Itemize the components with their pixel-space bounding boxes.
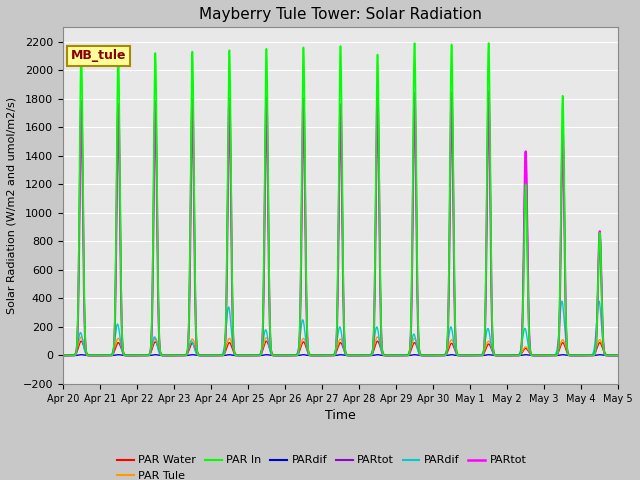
Line: PAR Water: PAR Water: [63, 341, 618, 356]
PARdif: [320, 353, 328, 359]
PAR In: [435, 353, 442, 359]
PARtot: [497, 353, 504, 359]
PAR Water: [159, 352, 166, 358]
PARtot: [465, 353, 473, 359]
PAR Water: [320, 353, 328, 359]
PARdif: [465, 353, 473, 359]
Legend: PAR Water, PAR Tule, PAR In, PARdif, PARtot, PARdif, PARtot: PAR Water, PAR Tule, PAR In, PARdif, PAR…: [113, 451, 531, 480]
PARdif: [465, 353, 473, 359]
PARdif: [159, 353, 166, 359]
PAR In: [59, 353, 67, 359]
PARtot: [614, 353, 622, 359]
PAR In: [159, 352, 166, 358]
PARtot: [614, 353, 622, 359]
PARdif: [59, 353, 67, 359]
PARdif: [59, 353, 67, 359]
Line: PARdif: PARdif: [63, 301, 618, 356]
PAR In: [320, 353, 328, 359]
PARdif: [497, 353, 504, 359]
PARtot: [435, 353, 442, 359]
PARdif: [435, 353, 442, 359]
Line: PAR Tule: PAR Tule: [63, 337, 618, 356]
PARdif: [614, 353, 622, 359]
PAR Tule: [159, 352, 166, 358]
PARtot: [320, 353, 328, 359]
Line: PARtot: PARtot: [63, 92, 618, 356]
PARtot: [59, 353, 67, 359]
Y-axis label: Solar Radiation (W/m2 and umol/m2/s): Solar Radiation (W/m2 and umol/m2/s): [7, 97, 17, 314]
PARdif: [435, 353, 442, 359]
PARtot: [614, 353, 621, 359]
PAR Water: [614, 353, 621, 359]
PARtot: [59, 353, 67, 359]
PAR Tule: [59, 353, 67, 359]
PAR In: [497, 353, 504, 359]
PARtot: [484, 89, 492, 95]
PAR Water: [614, 353, 622, 359]
PARtot: [614, 353, 621, 359]
Line: PARtot: PARtot: [63, 92, 618, 356]
PARdif: [77, 352, 85, 358]
PARtot: [159, 352, 166, 358]
PAR In: [614, 353, 621, 359]
PARtot: [435, 353, 442, 359]
PAR In: [484, 40, 492, 46]
X-axis label: Time: Time: [325, 409, 356, 422]
Title: Mayberry Tule Tower: Solar Radiation: Mayberry Tule Tower: Solar Radiation: [199, 7, 482, 22]
Line: PAR In: PAR In: [63, 43, 618, 356]
PARdif: [320, 353, 328, 359]
PARtot: [484, 89, 492, 95]
PAR Tule: [465, 353, 473, 359]
Line: PARdif: PARdif: [63, 355, 618, 356]
PAR Tule: [320, 353, 328, 359]
PAR Water: [435, 353, 442, 359]
PARtot: [497, 353, 504, 359]
PAR Water: [465, 353, 473, 359]
PARdif: [497, 353, 504, 359]
PAR Water: [77, 338, 85, 344]
PAR Tule: [614, 353, 622, 359]
PAR Tule: [497, 353, 504, 359]
PARdif: [614, 353, 621, 359]
PARdif: [614, 353, 621, 359]
PARdif: [595, 299, 603, 304]
PAR Water: [59, 353, 67, 359]
PAR In: [614, 353, 622, 359]
PARdif: [159, 352, 166, 358]
PAR Tule: [77, 334, 85, 340]
PARtot: [465, 353, 473, 359]
PARdif: [614, 353, 622, 359]
PARtot: [320, 353, 328, 359]
Text: MB_tule: MB_tule: [71, 49, 127, 62]
PAR In: [465, 353, 473, 359]
PARtot: [159, 353, 166, 359]
PAR Water: [497, 353, 504, 359]
PAR Tule: [435, 353, 442, 359]
PAR Tule: [614, 353, 621, 359]
